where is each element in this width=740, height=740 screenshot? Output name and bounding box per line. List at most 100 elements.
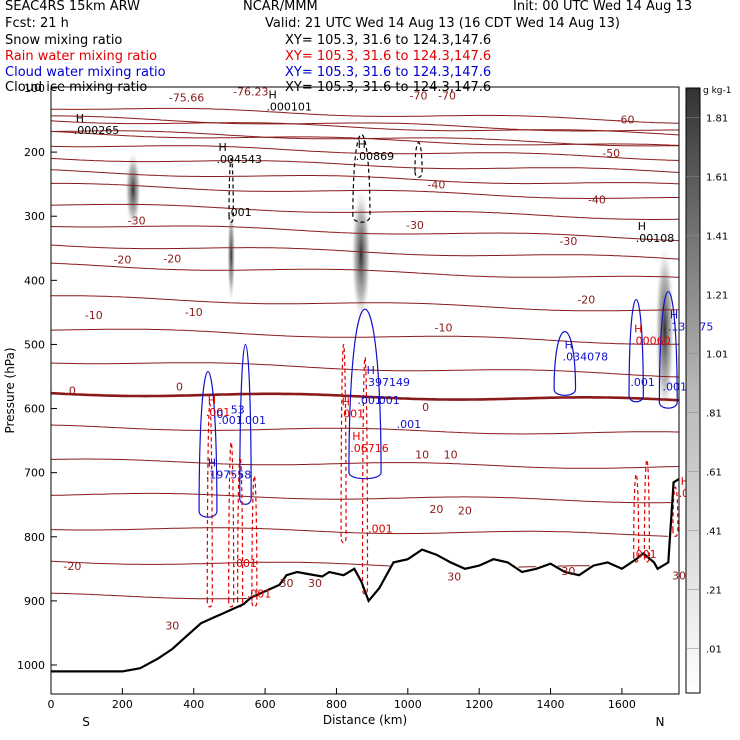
y-tick-label-5: 500 <box>24 338 45 351</box>
x-tick-label-5: 1000 <box>394 698 422 711</box>
rain-max-h-3: H <box>634 322 642 335</box>
rain-contour-0 <box>206 403 213 608</box>
temp-label-26: 30 <box>280 577 294 590</box>
colorbar-label-2: .41 <box>706 527 722 538</box>
temperature-contours <box>51 107 679 598</box>
temp-label-1: -76.23 <box>233 86 268 99</box>
cloud-label-0: .001 <box>218 414 243 427</box>
isotherm--40 <box>51 182 679 199</box>
temp-label-8: -30 <box>128 215 146 228</box>
y-axis-label: Pressure (hPa) <box>3 347 17 433</box>
cloud-label-6: .001 <box>663 381 688 394</box>
cloud-partial-1: 53 <box>231 404 245 417</box>
rain-contour-4 <box>340 344 347 544</box>
snow-max-1: .004543 <box>216 153 262 166</box>
colorbar-label-7: 1.41 <box>706 232 728 243</box>
cloud-label-1: .001 <box>241 414 266 427</box>
colorbar-label-1: .21 <box>706 586 722 597</box>
snow-max-h-3: H <box>358 138 366 151</box>
cloud-max-h-0: H <box>208 456 216 469</box>
temp-label-28: 30 <box>447 570 461 583</box>
snow-max-h-2: H <box>268 88 276 101</box>
x-tick-label-2: 400 <box>183 698 204 711</box>
plot-frame <box>50 86 680 695</box>
snow-max-h-0: H <box>76 112 84 125</box>
snow-max-3: .00869 <box>356 150 395 163</box>
cloud-contour-0 <box>198 371 218 518</box>
snow-max-h-1: H <box>218 141 226 154</box>
temp-label-22: 20 <box>429 503 443 516</box>
temp-label-27: 30 <box>308 577 322 590</box>
x-tick-label-7: 1400 <box>537 698 565 711</box>
isotherm--15 <box>51 295 679 312</box>
isotherm--20 <box>51 262 679 278</box>
temp-label-14: -10 <box>85 309 103 322</box>
cloud-label-4: .001 <box>397 418 422 431</box>
rain-label-1: .001 <box>247 588 272 601</box>
x-tick-label-0: 0 <box>48 698 55 711</box>
isotherm-15 <box>51 492 672 504</box>
cloud-max-h-3: H <box>670 308 678 321</box>
x-tick-label-8: 1600 <box>608 698 636 711</box>
temp-label-15: -10 <box>185 306 203 319</box>
x-tick-label-3: 600 <box>255 698 276 711</box>
isotherm--10 <box>51 328 679 345</box>
rain-max-h-0: H <box>208 394 216 407</box>
cloud-label-3: .001 <box>375 394 400 407</box>
cloud-max-h-1: H <box>367 364 375 377</box>
y-tick-label-3: 700 <box>24 467 45 480</box>
snow-max-h-4: H <box>638 220 646 233</box>
rain-label-2: .001 <box>368 522 393 535</box>
x-tick-label-4: 800 <box>326 698 347 711</box>
header-fcst: Fcst: 21 h <box>5 16 69 31</box>
field-cloudwater-label: Cloud water mixing ratio <box>5 65 166 80</box>
field-snow-label: Snow mixing ratio <box>5 33 123 48</box>
temp-label-19: 0 <box>422 401 429 414</box>
contour-labels: -75.66 -76.23 -70 -70 -60 -50 -40 -40 -30 -30 -30 -… <box>63 86 713 633</box>
cloud-label-5: .001 <box>630 376 655 389</box>
terrain-surface <box>51 478 679 673</box>
rain-max-1: .001 <box>340 408 365 421</box>
rain-max-0: .001 <box>206 406 231 419</box>
isotherm--45 <box>51 169 679 185</box>
colorbar-label-8: 1.61 <box>706 173 728 184</box>
rain-max-h-4: H <box>681 475 689 488</box>
rain-contour-1 <box>228 441 235 608</box>
snow-ice-shading <box>125 150 675 420</box>
isotherm--65 <box>51 115 679 132</box>
temp-label-11: -20 <box>113 254 131 267</box>
colorbar-label-0: .01 <box>706 645 722 656</box>
isotherm-5 <box>51 424 679 435</box>
y-tick-label-4: 600 <box>24 403 45 416</box>
isotherm--50 <box>51 157 679 173</box>
temp-label-10: -30 <box>559 235 577 248</box>
field-snow-xy: XY= 105.3, 31.6 to 124.3,147.6 <box>285 33 492 48</box>
cloud-partial-0: .0 <box>213 408 224 421</box>
snow-max-4: .00108 <box>636 232 675 245</box>
cloud-max-1: .397149 <box>365 376 411 389</box>
rain-label-0: .001 <box>233 557 258 570</box>
ice-contour-0 <box>352 133 371 223</box>
isotherm--30 <box>51 225 679 242</box>
y-tick-label-6: 400 <box>24 274 45 287</box>
temp-label-2: -70 <box>410 90 428 103</box>
isotherm--25 <box>51 244 679 260</box>
isotherm--55 <box>51 145 679 161</box>
cloud-contour-3 <box>553 331 577 396</box>
temp-label-13: -20 <box>577 293 595 306</box>
cloud-contour-2 <box>348 308 382 480</box>
rain-contour-8 <box>672 486 679 537</box>
cloud-max-2: .034078 <box>563 350 609 363</box>
temp-label-9: -30 <box>406 219 424 232</box>
temp-label-21: 10 <box>444 449 458 462</box>
header-valid: Valid: 21 UTC Wed 14 Aug 13 (16 CDT Wed … <box>265 16 620 31</box>
snow-shading-0 <box>125 150 142 230</box>
isotherm-20 <box>51 527 669 537</box>
isotherm--80 <box>51 107 679 124</box>
header-model: SEAC4RS 15km ARW <box>5 0 141 14</box>
field-rain-label: Rain water mixing ratio <box>5 49 158 64</box>
isotherm--75 <box>51 120 679 136</box>
y-tick-label-9: 100 <box>24 82 45 95</box>
snow-label-0: .001 <box>227 206 252 219</box>
